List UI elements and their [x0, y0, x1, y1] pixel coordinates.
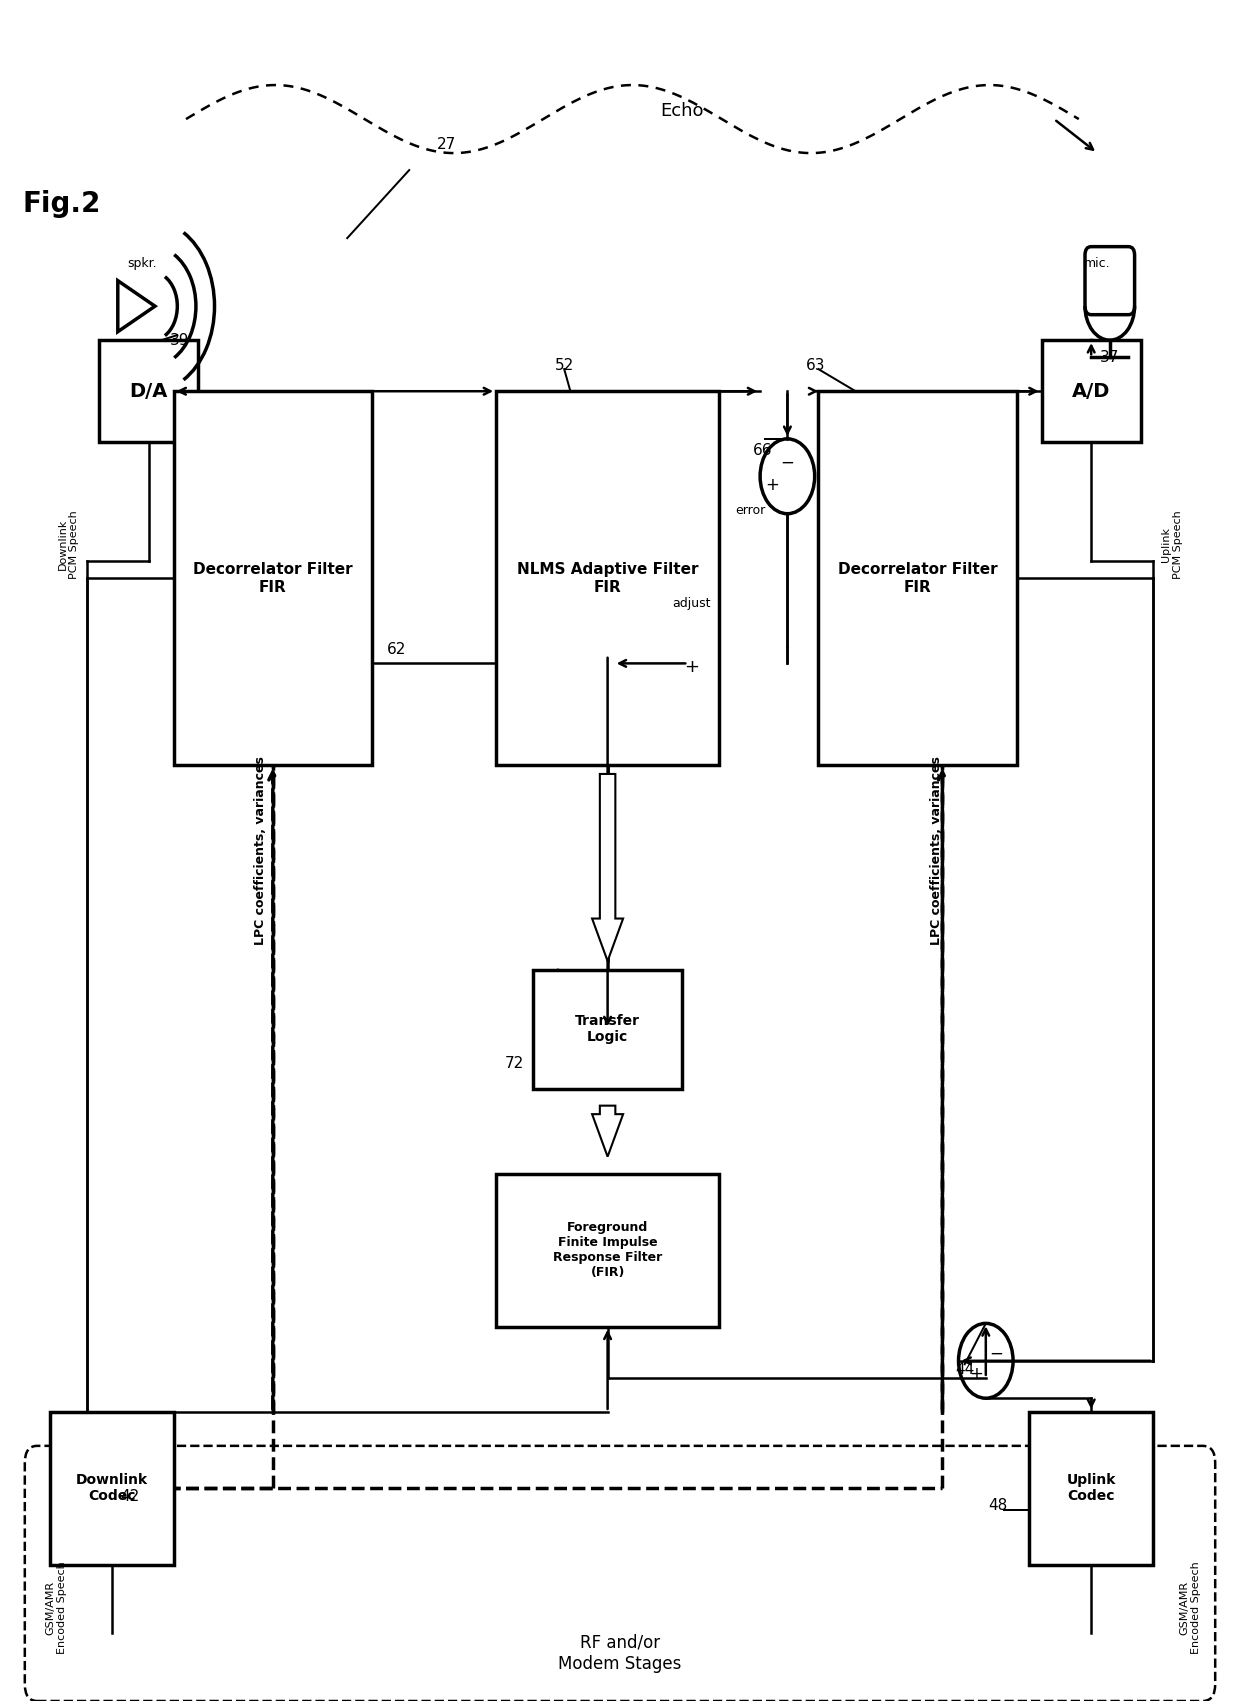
FancyBboxPatch shape — [1029, 1412, 1153, 1565]
Text: Downlink
PCM Speech: Downlink PCM Speech — [57, 510, 79, 578]
Text: −: − — [988, 1345, 1003, 1363]
FancyBboxPatch shape — [50, 1412, 174, 1565]
Text: RF and/or
Modem Stages: RF and/or Modem Stages — [558, 1635, 682, 1672]
FancyBboxPatch shape — [174, 391, 372, 765]
Text: Fig.2: Fig.2 — [22, 191, 102, 218]
Text: GSM/AMR
Encoded Speech: GSM/AMR Encoded Speech — [45, 1562, 67, 1653]
Text: +: + — [968, 1366, 983, 1383]
Text: 72: 72 — [505, 1056, 525, 1070]
Text: Decorrelator Filter
FIR: Decorrelator Filter FIR — [838, 561, 997, 595]
Text: A/D: A/D — [1073, 381, 1110, 401]
Text: 44: 44 — [955, 1363, 975, 1376]
Text: Uplink
PCM Speech: Uplink PCM Speech — [1161, 510, 1183, 578]
FancyBboxPatch shape — [496, 391, 719, 765]
Text: 42: 42 — [120, 1490, 140, 1504]
Polygon shape — [593, 1106, 622, 1157]
Text: +: + — [684, 658, 699, 675]
Text: Transfer
Logic: Transfer Logic — [575, 1014, 640, 1044]
Text: adjust: adjust — [672, 597, 712, 611]
Text: spkr.: spkr. — [128, 257, 157, 270]
Text: Uplink
Codec: Uplink Codec — [1066, 1473, 1116, 1504]
FancyBboxPatch shape — [1085, 247, 1135, 315]
Text: 62: 62 — [387, 643, 407, 657]
Text: 63: 63 — [806, 359, 826, 373]
Text: 48: 48 — [988, 1499, 1008, 1512]
FancyBboxPatch shape — [99, 340, 198, 442]
Text: +: + — [765, 476, 780, 493]
Text: 39: 39 — [170, 333, 190, 347]
Text: GSM/AMR
Encoded Speech: GSM/AMR Encoded Speech — [1179, 1562, 1202, 1653]
Text: error: error — [735, 503, 765, 517]
FancyBboxPatch shape — [25, 1446, 1215, 1701]
Text: NLMS Adaptive Filter
FIR: NLMS Adaptive Filter FIR — [517, 561, 698, 595]
Text: Decorrelator Filter
FIR: Decorrelator Filter FIR — [193, 561, 352, 595]
Text: LPC coefficients, variances: LPC coefficients, variances — [254, 755, 267, 946]
Text: mic.: mic. — [1084, 257, 1111, 270]
FancyBboxPatch shape — [818, 391, 1017, 765]
Text: LPC coefficients, variances: LPC coefficients, variances — [930, 755, 942, 946]
Text: 52: 52 — [554, 359, 574, 373]
Text: 37: 37 — [1100, 350, 1120, 364]
Text: Foreground
Finite Impulse
Response Filter
(FIR): Foreground Finite Impulse Response Filte… — [553, 1221, 662, 1279]
Polygon shape — [118, 281, 155, 332]
Text: 66: 66 — [753, 444, 773, 458]
Text: 27: 27 — [436, 138, 456, 151]
Text: D/A: D/A — [130, 381, 167, 401]
FancyBboxPatch shape — [496, 1174, 719, 1327]
FancyBboxPatch shape — [1042, 340, 1141, 442]
Text: Echo: Echo — [660, 102, 704, 119]
Text: −: − — [780, 454, 795, 471]
Text: Downlink
Codec: Downlink Codec — [76, 1473, 148, 1504]
Polygon shape — [593, 774, 622, 961]
FancyBboxPatch shape — [533, 970, 682, 1089]
